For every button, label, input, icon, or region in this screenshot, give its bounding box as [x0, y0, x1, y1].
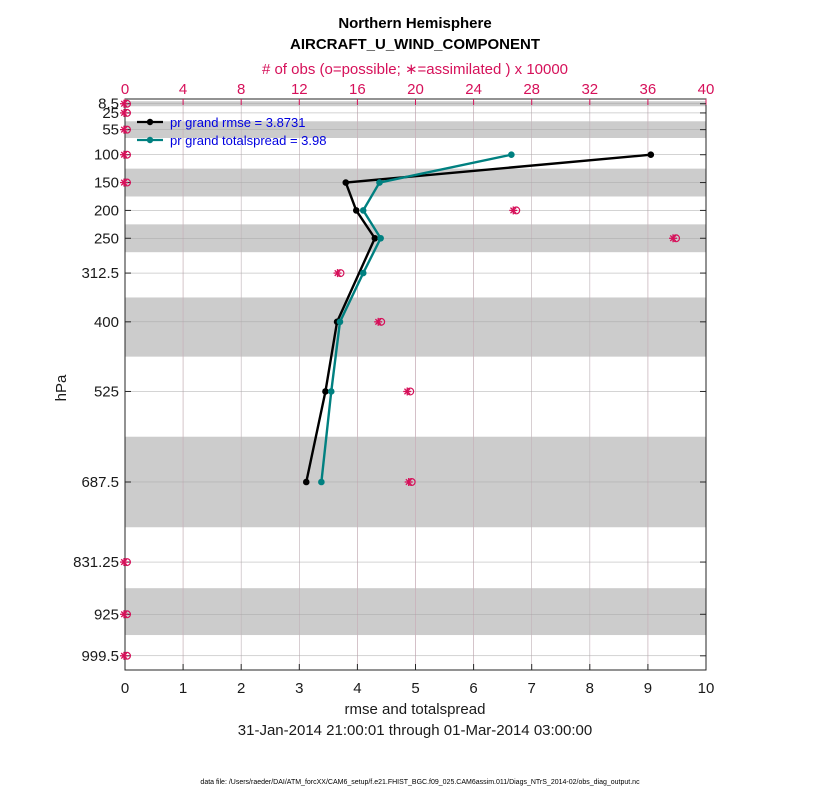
obs-star-stroke [334, 269, 341, 277]
footer-data-file: data file: /Users/raeder/DAI/ATM_forcXX/… [200, 779, 640, 786]
series-point-1 [508, 151, 515, 159]
x-tick-label: 3 [295, 680, 303, 697]
obs-assimilated-marker [120, 99, 128, 108]
y-tick-label: 312.5 [81, 265, 119, 282]
y-tick-label: 831.25 [73, 554, 119, 571]
top-x-tick-label: 24 [465, 81, 482, 98]
series-point-1 [327, 388, 335, 395]
obs-star-stroke [120, 100, 128, 107]
series-point-0 [647, 151, 655, 159]
series-point-1 [359, 207, 367, 214]
y-tick-label: 925 [94, 606, 119, 623]
obs-assimilated-marker [669, 234, 678, 243]
series-point-1 [359, 269, 367, 277]
y-tick-label: 999.5 [81, 648, 119, 665]
top-x-tick-label: 40 [698, 81, 715, 98]
obs-assimilated-marker [509, 206, 518, 215]
x-tick-label: 5 [411, 680, 419, 697]
top-x-tick-label: 8 [237, 81, 245, 98]
x-tick-label: 8 [586, 680, 594, 697]
series-point-1 [376, 179, 383, 186]
series-point-1 [336, 318, 344, 326]
top-x-tick-label: 0 [121, 81, 129, 98]
obs-star-stroke [510, 207, 517, 214]
y-tick-label: 400 [94, 314, 119, 331]
obs-star-stroke [374, 318, 382, 326]
obs-assimilated-marker [403, 387, 412, 396]
top-x-tick-label: 32 [581, 81, 598, 98]
legend: pr grand rmse = 3.8731 pr grand totalspr… [137, 115, 326, 148]
series-point-0 [322, 388, 329, 395]
y-tick-label: 8.5 [98, 96, 119, 113]
x-axis-label: rmse and totalspread [345, 701, 486, 718]
obs-assimilated-marker [120, 125, 128, 134]
series-point-0 [371, 234, 379, 242]
obs-assimilated-marker [404, 477, 413, 486]
obs-star-stroke [669, 235, 677, 242]
x-tick-label: 2 [237, 680, 245, 697]
x-tick-label: 4 [353, 680, 361, 697]
y-tick-label: 150 [94, 175, 119, 192]
series-lines [302, 151, 655, 486]
legend-entry-totalspread: pr grand totalspread = 3.98 [170, 133, 326, 148]
top-x-tick-label: 12 [291, 81, 308, 98]
obs-star-stroke [120, 179, 128, 186]
x-tick-label: 7 [528, 680, 536, 697]
top-axis-label: # of obs (o=possible; ∗=assimilated ) x … [262, 61, 568, 78]
obs-star-stroke [120, 558, 128, 566]
date-range: 31-Jan-2014 21:00:01 through 01-Mar-2014… [238, 722, 592, 739]
obs-star-stroke [405, 478, 412, 486]
y-tick-label: 100 [94, 147, 119, 164]
x-tick-label: 9 [644, 680, 652, 697]
series-point-1 [377, 234, 384, 242]
obs-assimilated-marker [374, 317, 383, 326]
y-axis-label: hPa [53, 374, 70, 401]
y-tick-label: 25 [102, 105, 119, 122]
obs-assimilated-marker [120, 150, 128, 159]
y-tick-label: 55 [102, 122, 119, 139]
y-tick-label: 525 [94, 383, 119, 400]
obs-assimilated-marker [120, 610, 128, 619]
series-point-0 [352, 207, 360, 214]
obs-assimilated-marker [120, 651, 128, 660]
obs-assimilated-marker [120, 108, 128, 117]
series-point-0 [302, 478, 310, 486]
obs-assimilated-marker [333, 269, 342, 278]
series-line-1 [320, 153, 512, 483]
top-x-tick-label: 28 [523, 81, 540, 98]
y-tick-label: 250 [94, 230, 119, 247]
obs-assimilated-marker [120, 558, 128, 567]
obs-star-stroke [120, 151, 128, 158]
legend-marker-totalspread [146, 136, 154, 144]
chart-subtitle: AIRCRAFT_U_WIND_COMPONENT [290, 36, 540, 53]
series-point-0 [342, 179, 350, 186]
top-x-tick-label: 36 [640, 81, 657, 98]
obs-star-stroke [120, 109, 128, 117]
y-tick-label: 687.5 [81, 474, 119, 491]
obs-star-stroke [403, 388, 411, 395]
top-x-tick-labels: 0 4 8 12 16 20 24 28 32 36 40 [121, 81, 715, 98]
x-tick-labels: 0 1 2 3 4 5 6 7 8 9 10 [121, 680, 715, 697]
obs-count-markers [120, 99, 681, 660]
legend-entry-rmse: pr grand rmse = 3.8731 [170, 115, 306, 130]
obs-star-stroke [120, 126, 128, 133]
chart-title: Northern Hemisphere [338, 15, 491, 32]
legend-marker-rmse [146, 118, 154, 126]
obs-assimilated-marker [120, 178, 128, 187]
x-tick-label: 10 [698, 680, 715, 697]
series-point-1 [318, 478, 325, 486]
obs-star-stroke [120, 652, 128, 660]
top-x-tick-label: 4 [179, 81, 187, 98]
x-tick-label: 0 [121, 680, 129, 697]
obs-star-stroke [120, 611, 128, 618]
top-x-tick-label: 16 [349, 81, 366, 98]
grid-lines [125, 99, 706, 670]
x-tick-label: 6 [469, 680, 477, 697]
x-tick-label: 1 [179, 680, 187, 697]
y-tick-label: 200 [94, 202, 119, 219]
top-x-tick-label: 20 [407, 81, 424, 98]
